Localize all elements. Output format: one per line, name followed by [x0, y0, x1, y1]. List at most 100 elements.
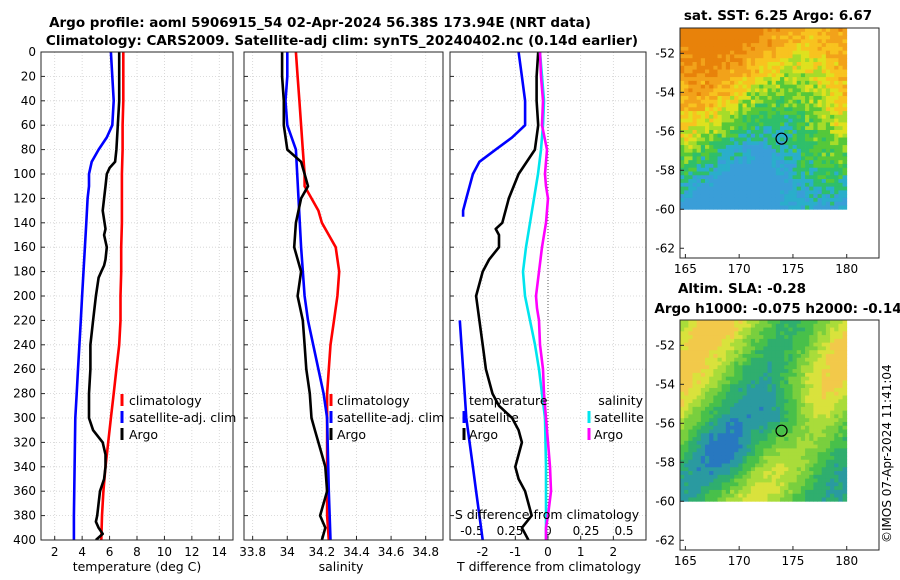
heatmap-cell: [771, 179, 777, 184]
heatmap-cell: [692, 73, 698, 78]
heatmap-cell: [680, 186, 685, 191]
heatmap-cell: [746, 156, 752, 161]
heatmap-cell: [834, 327, 839, 332]
heatmap-cell: [742, 118, 748, 123]
heatmap-cell: [834, 54, 839, 59]
heatmap-cell: [730, 152, 735, 157]
heatmap-cell: [688, 433, 693, 438]
heatmap-cell: [746, 205, 752, 210]
heatmap-cell: [834, 467, 839, 472]
s-difference-tick-labels: -0.5 0.25 0 0.25 0.5: [460, 524, 633, 538]
heatmap-cell: [825, 118, 831, 123]
heatmap-cell: [696, 107, 702, 112]
heatmap-cell: [721, 452, 727, 457]
heatmap-cell: [755, 331, 760, 336]
heatmap-cell: [717, 365, 723, 370]
heatmap-cell: [713, 167, 718, 172]
heatmap-cell: [784, 182, 789, 188]
heatmap-cell: [700, 201, 706, 206]
heatmap-cell: [817, 361, 823, 366]
heatmap-cell: [680, 323, 685, 328]
heatmap-cell: [746, 137, 752, 142]
heatmap-cell: [805, 73, 810, 78]
heatmap-cell: [788, 357, 793, 362]
heatmap-cell: [821, 414, 827, 419]
heatmap-cell: [709, 190, 714, 195]
heatmap-cell: [780, 474, 785, 480]
heatmap-cell: [742, 380, 748, 385]
heatmap-cell: [680, 448, 685, 453]
heatmap-cell: [688, 186, 693, 191]
heatmap-cell: [700, 88, 706, 93]
heatmap-cell: [838, 448, 843, 453]
heatmap-cell: [688, 46, 693, 52]
heatmap-cell: [771, 35, 777, 40]
heatmap-cell: [830, 145, 835, 150]
heatmap-cell: [838, 410, 843, 415]
heatmap-cell: [825, 156, 831, 161]
heatmap-cell: [796, 182, 802, 188]
heatmap-cell: [696, 440, 702, 446]
heatmap-cell: [813, 346, 818, 351]
heatmap-cell: [705, 478, 710, 483]
heatmap-cell: [817, 194, 823, 199]
heatmap-cell: [800, 433, 806, 438]
heatmap-cell: [692, 395, 698, 400]
heatmap-cell: [792, 99, 798, 104]
heatmap-cell: [705, 372, 710, 378]
heatmap-cell: [817, 80, 823, 86]
heatmap-cell: [834, 421, 839, 427]
heatmap-cell: [771, 58, 777, 63]
heatmap-cell: [755, 471, 760, 476]
heatmap-cell: [742, 201, 748, 206]
heatmap-cell: [755, 31, 760, 36]
heatmap-cell: [755, 399, 760, 404]
heatmap-cell: [696, 489, 702, 495]
heatmap-cell: [717, 171, 723, 176]
heatmap-cell: [775, 403, 781, 408]
heatmap-cell: [830, 440, 835, 446]
heatmap-cell: [750, 171, 756, 176]
heatmap-cell: [809, 497, 814, 502]
heatmap-cell: [721, 141, 727, 146]
heatmap-cell: [771, 372, 777, 378]
heatmap-cell: [750, 433, 756, 438]
heatmap-cell: [796, 433, 802, 438]
heatmap-cell: [755, 205, 760, 210]
heatmap-cell: [688, 331, 693, 336]
heatmap-cell: [817, 61, 823, 67]
heatmap-cell: [688, 171, 693, 176]
heatmap-cell: [788, 338, 793, 344]
heatmap-cell: [830, 387, 835, 393]
heatmap-cell: [742, 54, 748, 59]
heatmap-cell: [684, 129, 689, 135]
heatmap-cell: [830, 31, 835, 36]
heatmap-cell: [830, 357, 835, 362]
heatmap-cell: [680, 205, 685, 210]
heatmap-cell: [688, 35, 693, 40]
heatmap-cell: [738, 391, 743, 396]
heatmap-cell: [775, 493, 781, 498]
heatmap-cell: [796, 403, 802, 408]
heatmap-cell: [700, 365, 706, 370]
heatmap-cell: [809, 369, 814, 374]
heatmap-cell: [780, 39, 785, 44]
heatmap-cell: [692, 107, 698, 112]
heatmap-cell: [775, 478, 781, 483]
heatmap-cell: [809, 205, 814, 210]
heatmap-cell: [742, 410, 748, 415]
heatmap-cell: [688, 444, 693, 449]
heatmap-cell: [755, 137, 760, 142]
heatmap-cell: [705, 323, 710, 328]
heatmap-cell: [692, 182, 698, 188]
heatmap-cell: [838, 54, 843, 59]
heatmap-cell: [784, 437, 789, 442]
heatmap-cell: [800, 129, 806, 135]
heatmap-cell: [717, 418, 723, 423]
legend-satellite-label: satellite-adj. clim: [337, 410, 444, 425]
lon-tick-label: 175: [781, 262, 804, 276]
heatmap-cell: [746, 437, 752, 442]
heatmap-cell: [759, 320, 764, 325]
heatmap-cell: [817, 171, 823, 176]
heatmap-cell: [775, 440, 781, 446]
